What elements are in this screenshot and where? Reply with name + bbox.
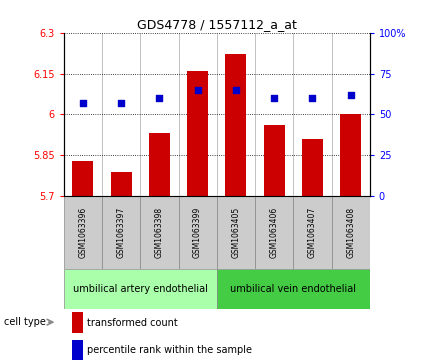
Text: umbilical artery endothelial: umbilical artery endothelial [73, 284, 208, 294]
Text: GSM1063405: GSM1063405 [231, 207, 241, 258]
Point [194, 87, 201, 93]
Point [118, 100, 125, 106]
Text: GSM1063397: GSM1063397 [116, 207, 126, 258]
Point [271, 95, 278, 101]
Point [156, 95, 163, 101]
Text: GSM1063399: GSM1063399 [193, 207, 202, 258]
Bar [64, 269, 217, 309]
Bar [332, 196, 370, 269]
Point [79, 100, 86, 106]
Bar [149, 133, 170, 196]
Bar [302, 139, 323, 196]
Point [232, 87, 239, 93]
Title: GDS4778 / 1557112_a_at: GDS4778 / 1557112_a_at [137, 19, 297, 32]
Bar [340, 114, 361, 196]
Bar [102, 196, 140, 269]
Bar [72, 312, 83, 333]
Bar [264, 125, 285, 196]
Bar [140, 196, 178, 269]
Bar [225, 54, 246, 196]
Text: cell type: cell type [4, 317, 46, 327]
Bar [72, 340, 83, 360]
Text: percentile rank within the sample: percentile rank within the sample [87, 345, 252, 355]
Text: umbilical vein endothelial: umbilical vein endothelial [230, 284, 356, 294]
Bar [187, 71, 208, 196]
Bar [293, 196, 332, 269]
Bar [217, 269, 370, 309]
Bar [178, 196, 217, 269]
Point [347, 92, 354, 98]
Bar [72, 160, 94, 196]
Text: transformed count: transformed count [87, 318, 178, 328]
Bar [255, 196, 293, 269]
Text: GSM1063407: GSM1063407 [308, 207, 317, 258]
Bar [110, 171, 132, 196]
Text: GSM1063398: GSM1063398 [155, 207, 164, 258]
Bar [64, 196, 102, 269]
Text: GSM1063396: GSM1063396 [78, 207, 88, 258]
Bar [217, 196, 255, 269]
Point [309, 95, 316, 101]
Text: GSM1063408: GSM1063408 [346, 207, 355, 258]
Text: GSM1063406: GSM1063406 [269, 207, 279, 258]
